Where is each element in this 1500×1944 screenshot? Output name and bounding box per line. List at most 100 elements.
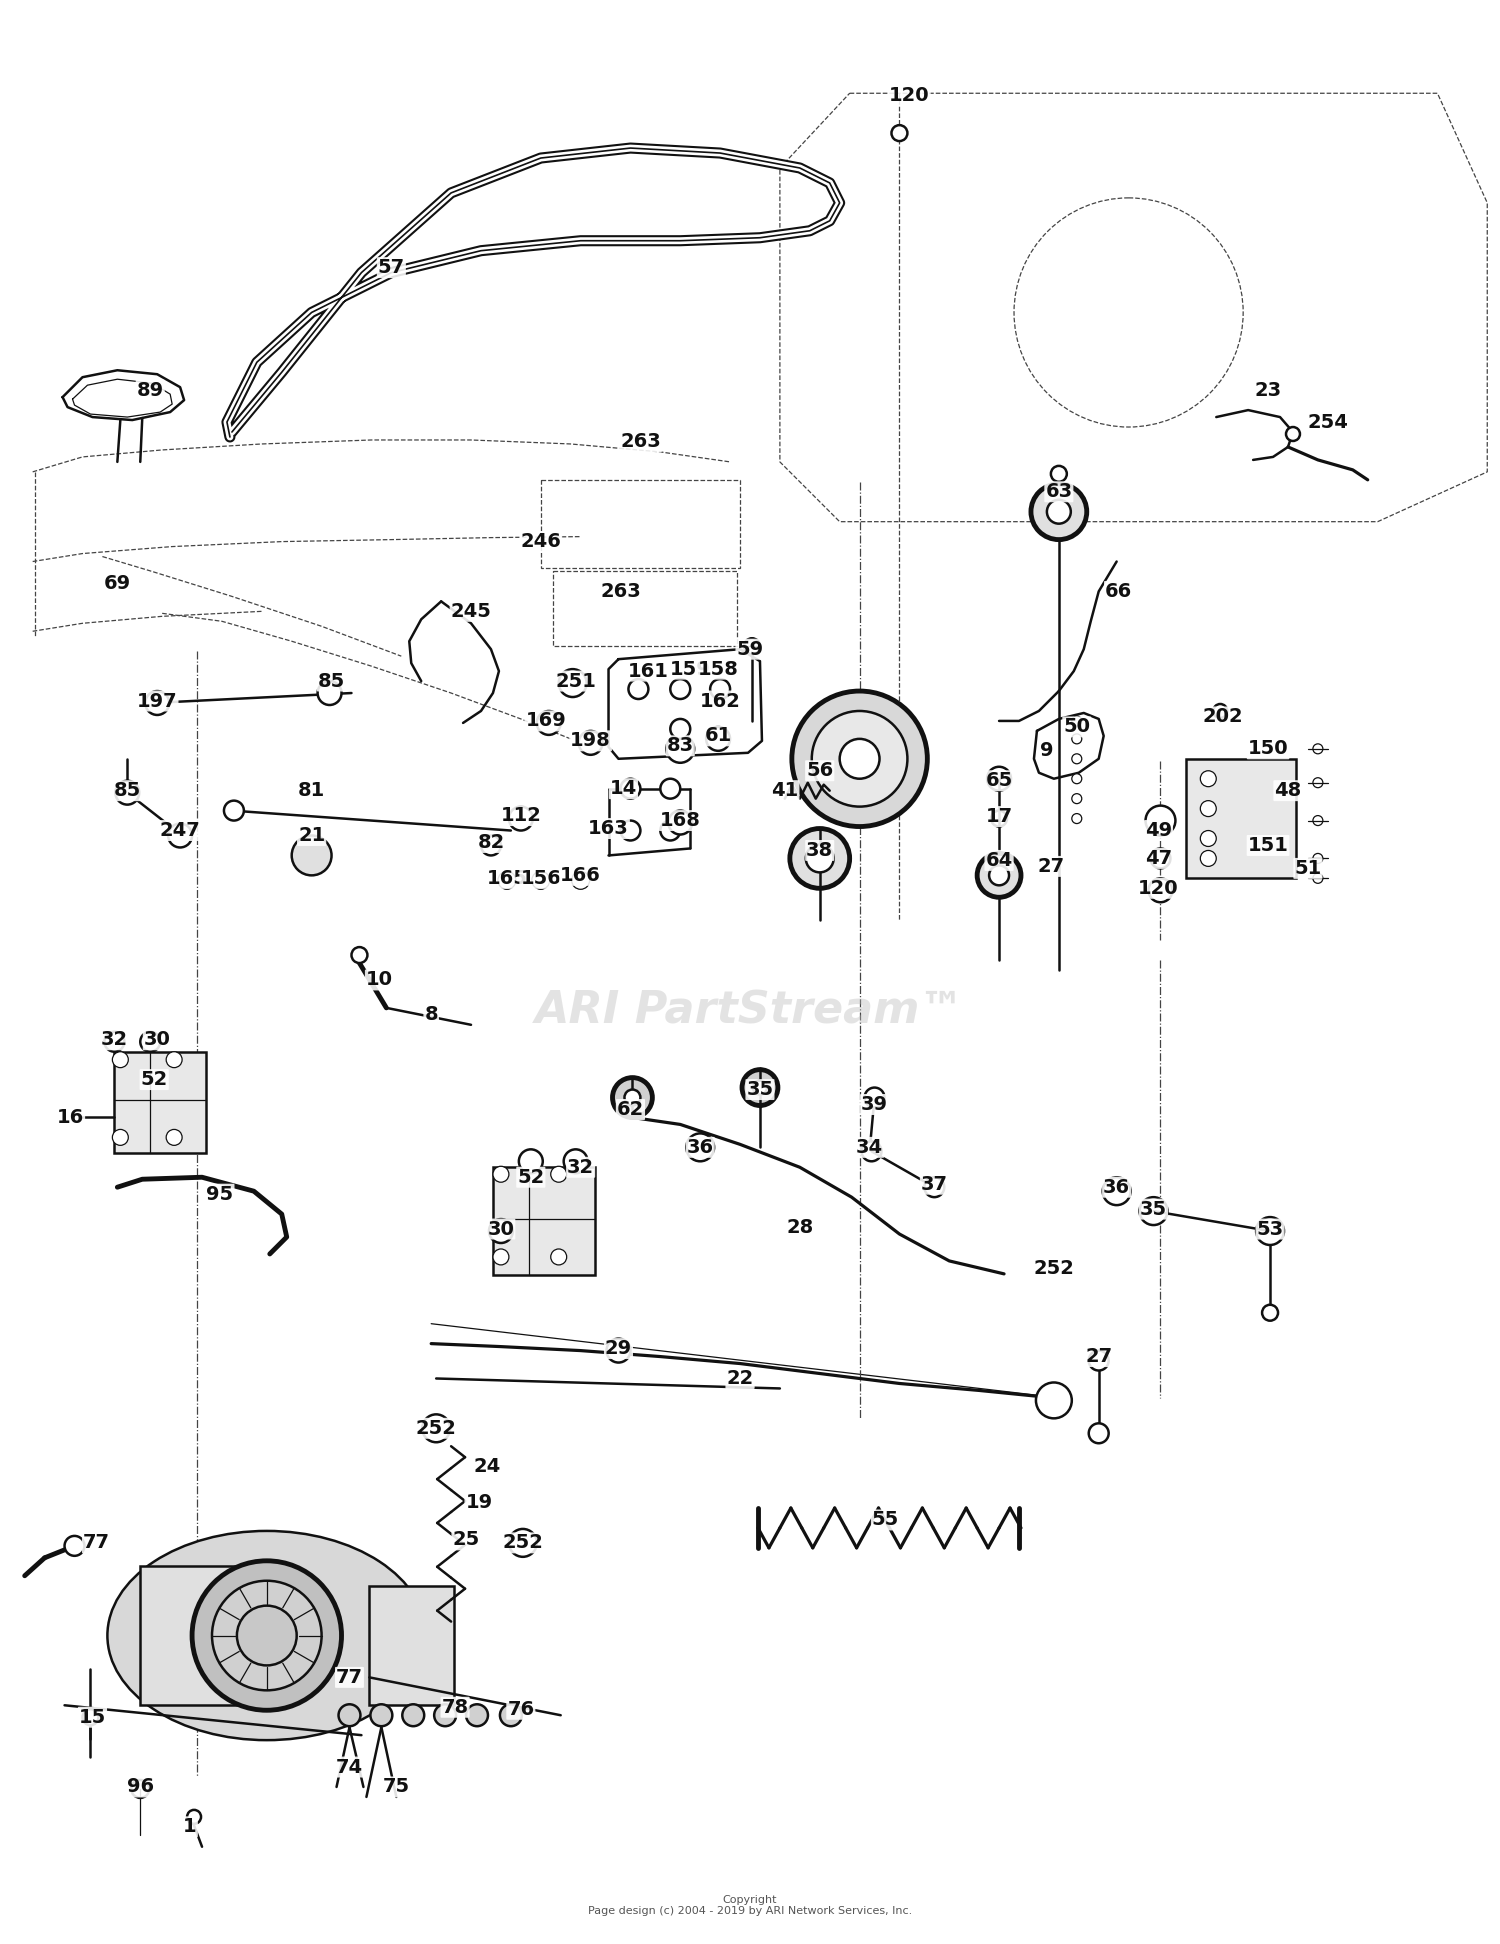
- Text: 120: 120: [890, 86, 930, 105]
- Circle shape: [550, 1166, 567, 1182]
- Text: 159: 159: [670, 659, 711, 678]
- Circle shape: [628, 678, 648, 700]
- Text: 48: 48: [1275, 781, 1302, 801]
- Text: 36: 36: [687, 1137, 714, 1157]
- Circle shape: [224, 801, 245, 820]
- Circle shape: [621, 820, 640, 840]
- Circle shape: [670, 719, 690, 739]
- Circle shape: [433, 1705, 456, 1726]
- Circle shape: [1312, 816, 1323, 826]
- Text: 69: 69: [104, 573, 130, 593]
- Text: 96: 96: [126, 1777, 154, 1796]
- Circle shape: [1072, 735, 1082, 745]
- Text: 77: 77: [336, 1668, 363, 1687]
- Text: 252: 252: [416, 1419, 456, 1439]
- Circle shape: [370, 1705, 393, 1726]
- Circle shape: [509, 1528, 537, 1557]
- Text: 36: 36: [1102, 1178, 1130, 1198]
- Circle shape: [1140, 1198, 1167, 1225]
- Text: 59: 59: [736, 640, 764, 659]
- Text: 150: 150: [1248, 739, 1288, 758]
- Circle shape: [621, 780, 640, 799]
- Bar: [552, 572, 736, 645]
- Bar: [1186, 758, 1296, 879]
- Ellipse shape: [108, 1532, 426, 1740]
- Circle shape: [494, 1166, 508, 1182]
- Text: 63: 63: [1046, 482, 1072, 502]
- Text: 14: 14: [610, 780, 638, 799]
- Circle shape: [666, 735, 694, 762]
- Circle shape: [812, 712, 907, 807]
- Circle shape: [792, 690, 927, 826]
- Text: 158: 158: [698, 659, 738, 678]
- Text: 161: 161: [628, 661, 669, 680]
- Text: 197: 197: [136, 692, 177, 710]
- Text: 169: 169: [525, 712, 566, 731]
- Circle shape: [624, 1089, 640, 1106]
- Text: 168: 168: [660, 811, 700, 830]
- Circle shape: [237, 1606, 297, 1666]
- Text: 76: 76: [507, 1699, 534, 1718]
- Text: 47: 47: [1144, 850, 1172, 867]
- Text: 112: 112: [501, 807, 542, 824]
- Text: 120: 120: [1138, 879, 1179, 898]
- Circle shape: [710, 678, 730, 700]
- Text: 55: 55: [871, 1510, 898, 1530]
- Text: 25: 25: [453, 1530, 480, 1549]
- Text: 62: 62: [616, 1100, 644, 1120]
- Circle shape: [744, 638, 760, 655]
- Circle shape: [112, 1052, 129, 1067]
- Circle shape: [82, 1709, 99, 1724]
- Circle shape: [291, 836, 332, 875]
- Circle shape: [188, 1810, 201, 1823]
- Text: 61: 61: [705, 727, 732, 745]
- Circle shape: [141, 1032, 160, 1052]
- Text: 52: 52: [518, 1168, 544, 1186]
- Text: 32: 32: [100, 1030, 128, 1050]
- Circle shape: [840, 739, 879, 780]
- Circle shape: [660, 820, 681, 840]
- Circle shape: [64, 1536, 84, 1555]
- Text: 41: 41: [771, 781, 798, 801]
- Bar: [114, 1052, 206, 1153]
- Circle shape: [132, 1781, 148, 1798]
- Text: Copyright
Page design (c) 2004 - 2019 by ARI Network Services, Inc.: Copyright Page design (c) 2004 - 2019 by…: [588, 1895, 912, 1917]
- Circle shape: [489, 1219, 513, 1242]
- Text: 56: 56: [806, 762, 834, 780]
- Circle shape: [482, 836, 501, 855]
- Circle shape: [706, 727, 730, 750]
- Text: 254: 254: [1308, 412, 1348, 432]
- Text: 28: 28: [786, 1217, 813, 1236]
- Circle shape: [660, 780, 681, 799]
- Circle shape: [612, 1077, 652, 1118]
- Circle shape: [987, 766, 1011, 791]
- Bar: [494, 1166, 594, 1275]
- Circle shape: [1312, 778, 1323, 787]
- Text: 52: 52: [141, 1069, 168, 1089]
- Circle shape: [1150, 848, 1170, 869]
- Text: 35: 35: [1140, 1199, 1167, 1219]
- Circle shape: [1047, 500, 1071, 523]
- Text: 83: 83: [666, 737, 694, 756]
- Text: 57: 57: [378, 259, 405, 278]
- Text: 27: 27: [1038, 857, 1065, 877]
- Text: 82: 82: [477, 832, 504, 851]
- Circle shape: [669, 811, 692, 834]
- Text: 51: 51: [1294, 859, 1322, 879]
- Text: 163: 163: [588, 818, 628, 838]
- Circle shape: [339, 1705, 360, 1726]
- Text: 77: 77: [82, 1534, 110, 1553]
- Circle shape: [1149, 879, 1173, 902]
- Circle shape: [1072, 793, 1082, 803]
- Text: 65: 65: [986, 772, 1012, 789]
- Text: 38: 38: [806, 842, 834, 859]
- Circle shape: [1036, 1382, 1072, 1419]
- Text: 9: 9: [1040, 741, 1053, 760]
- Circle shape: [1256, 1217, 1284, 1244]
- Circle shape: [532, 871, 549, 888]
- Text: 50: 50: [1064, 717, 1090, 737]
- Circle shape: [509, 807, 532, 830]
- Circle shape: [116, 781, 140, 805]
- Circle shape: [112, 1129, 129, 1145]
- Text: 34: 34: [856, 1137, 883, 1157]
